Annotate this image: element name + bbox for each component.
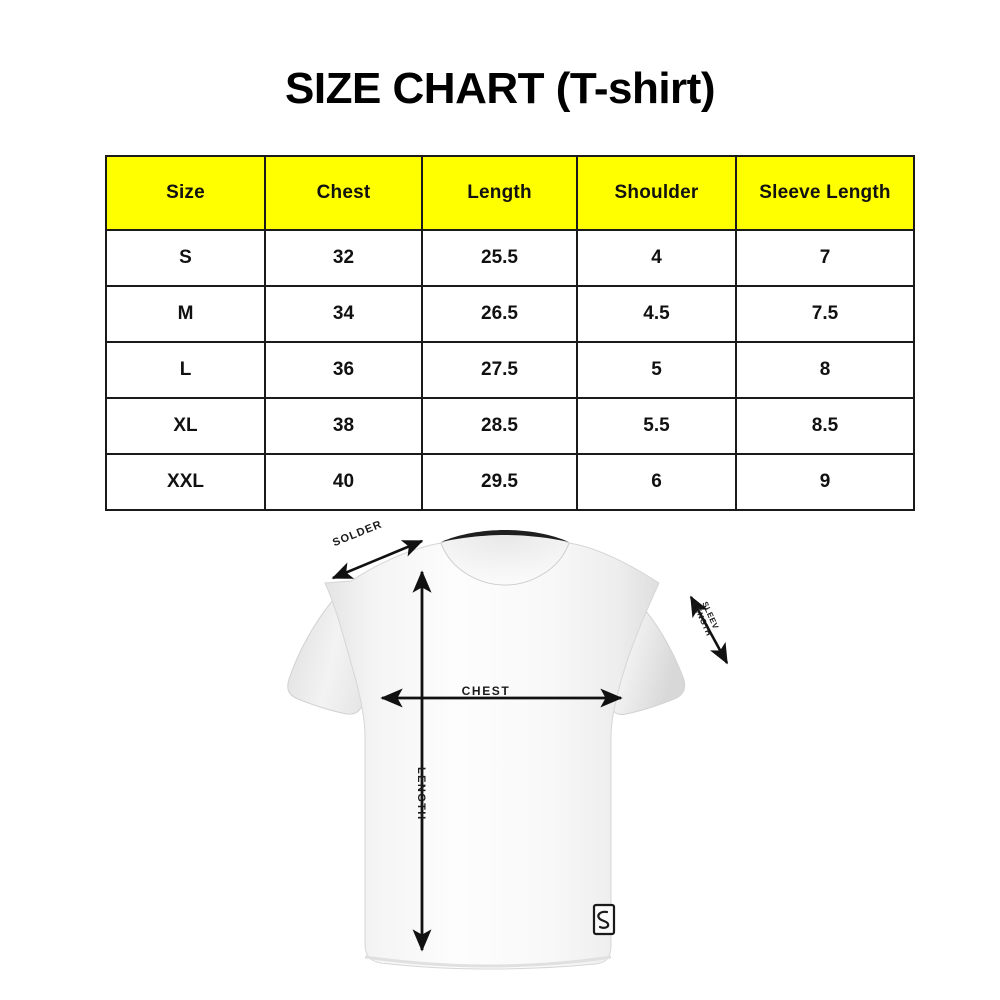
length-measure-label: LENGTH [415, 767, 427, 821]
bottom-hem [364, 955, 612, 968]
cell-shoulder: 5 [576, 341, 737, 399]
cell-sleeve-length: 7 [735, 229, 915, 287]
size-chart-table: Size Chest Length Shoulder Sleeve Length… [105, 155, 915, 511]
cell-chest: 38 [264, 397, 423, 455]
sleeve-length-measure-arrow [689, 595, 729, 665]
cell-sleeve-length: 9 [735, 453, 915, 511]
cell-sleeve-length: 8 [735, 341, 915, 399]
cell-length: 26.5 [421, 285, 578, 343]
cell-size: L [105, 341, 266, 399]
table-row: L 36 27.5 5 8 [105, 341, 915, 399]
table-row: M 34 26.5 4.5 7.5 [105, 285, 915, 343]
cell-chest: 40 [264, 453, 423, 511]
chest-measure-label: CHEST [461, 684, 511, 698]
table-header-row: Size Chest Length Shoulder Sleeve Length [105, 155, 915, 231]
cell-length: 27.5 [421, 341, 578, 399]
cell-size: XXL [105, 453, 266, 511]
cell-shoulder: 5.5 [576, 397, 737, 455]
column-header-shoulder: Shoulder [576, 155, 737, 231]
column-header-length: Length [421, 155, 578, 231]
collar-band [441, 530, 569, 542]
table-row: XL 38 28.5 5.5 8.5 [105, 397, 915, 455]
cell-length: 25.5 [421, 229, 578, 287]
cell-size: M [105, 285, 266, 343]
tshirt-diagram: SOLDER CHEST LENGTH SLEEV LENGTH [255, 505, 755, 990]
page-title: SIZE CHART (T-shirt) [285, 64, 715, 113]
column-header-size: Size [105, 155, 266, 231]
cell-shoulder: 6 [576, 453, 737, 511]
cell-chest: 32 [264, 229, 423, 287]
cell-chest: 34 [264, 285, 423, 343]
brand-tag [592, 903, 616, 936]
cell-size: XL [105, 397, 266, 455]
cell-length: 28.5 [421, 397, 578, 455]
column-header-sleeve-length: Sleeve Length [735, 155, 915, 231]
cell-size: S [105, 229, 266, 287]
cell-shoulder: 4.5 [576, 285, 737, 343]
cell-length: 29.5 [421, 453, 578, 511]
shoulder-measure-arrow [331, 539, 424, 580]
cell-sleeve-length: 8.5 [735, 397, 915, 455]
cell-shoulder: 4 [576, 229, 737, 287]
cell-sleeve-length: 7.5 [735, 285, 915, 343]
column-header-chest: Chest [264, 155, 423, 231]
table-row: XXL 40 29.5 6 9 [105, 453, 915, 511]
cell-chest: 36 [264, 341, 423, 399]
brand-tag-logo-icon [597, 910, 610, 929]
table-row: S 32 25.5 4 7 [105, 229, 915, 287]
tshirt-illustration-svg [287, 530, 729, 970]
